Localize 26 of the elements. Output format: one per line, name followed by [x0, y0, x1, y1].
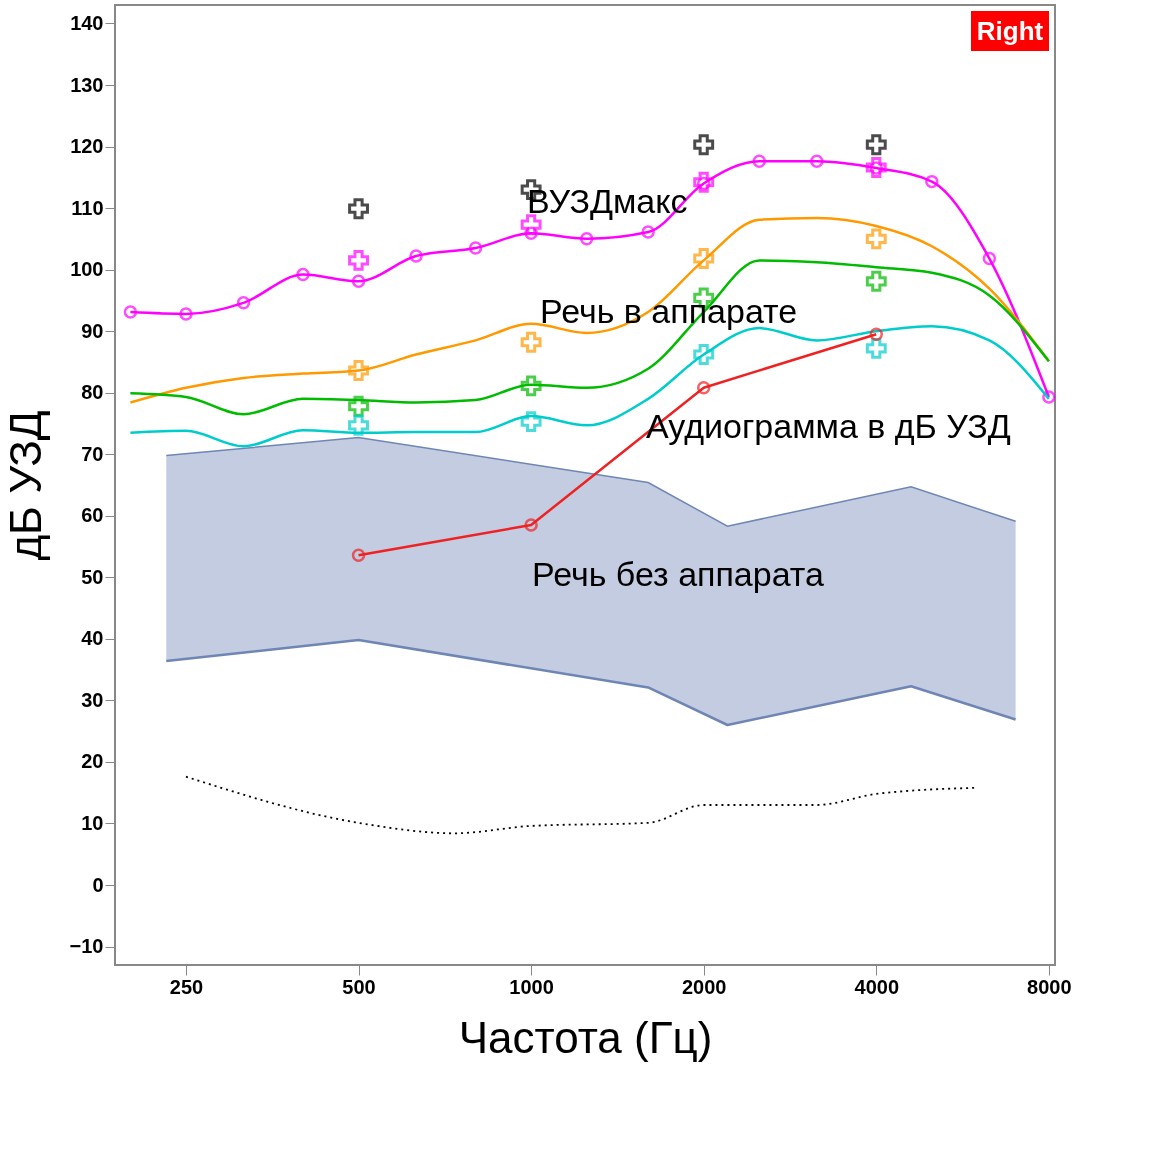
y-tick-label: 70 [81, 442, 104, 465]
y-tick-label: 50 [81, 565, 104, 588]
y-tick-label: 120 [70, 135, 104, 158]
x-axis-title: Частота (Гц) [458, 1012, 713, 1062]
y-tick-label: 30 [81, 688, 104, 711]
x-tick-label: 4000 [854, 975, 900, 998]
x-tick-label: 8000 [1027, 975, 1072, 998]
y-tick-label: 90 [81, 319, 104, 342]
x-tick-label: 500 [342, 975, 376, 998]
y-tick-label: 140 [70, 11, 104, 34]
y-tick-label: 0 [92, 873, 104, 896]
y-tick-label: 10 [81, 811, 104, 834]
x-tick-label: 1000 [509, 975, 554, 998]
x-tick-label: 250 [169, 975, 204, 998]
y-tick-label: 60 [81, 504, 104, 527]
x-tick-label: 2000 [681, 975, 727, 998]
y-tick-label: 130 [70, 73, 104, 96]
y-tick-label: 110 [71, 196, 104, 219]
annotation: Right [976, 16, 1044, 46]
y-tick-label: 100 [70, 258, 104, 281]
y-tick-label: 40 [81, 627, 104, 650]
y-tick-label: 20 [81, 750, 104, 773]
annotation: Речь без аппарата [532, 555, 825, 593]
y-axis-title: дБ УЗД [0, 410, 50, 561]
y-tick-label: 80 [81, 381, 104, 404]
y-tick-label: −10 [69, 935, 104, 958]
